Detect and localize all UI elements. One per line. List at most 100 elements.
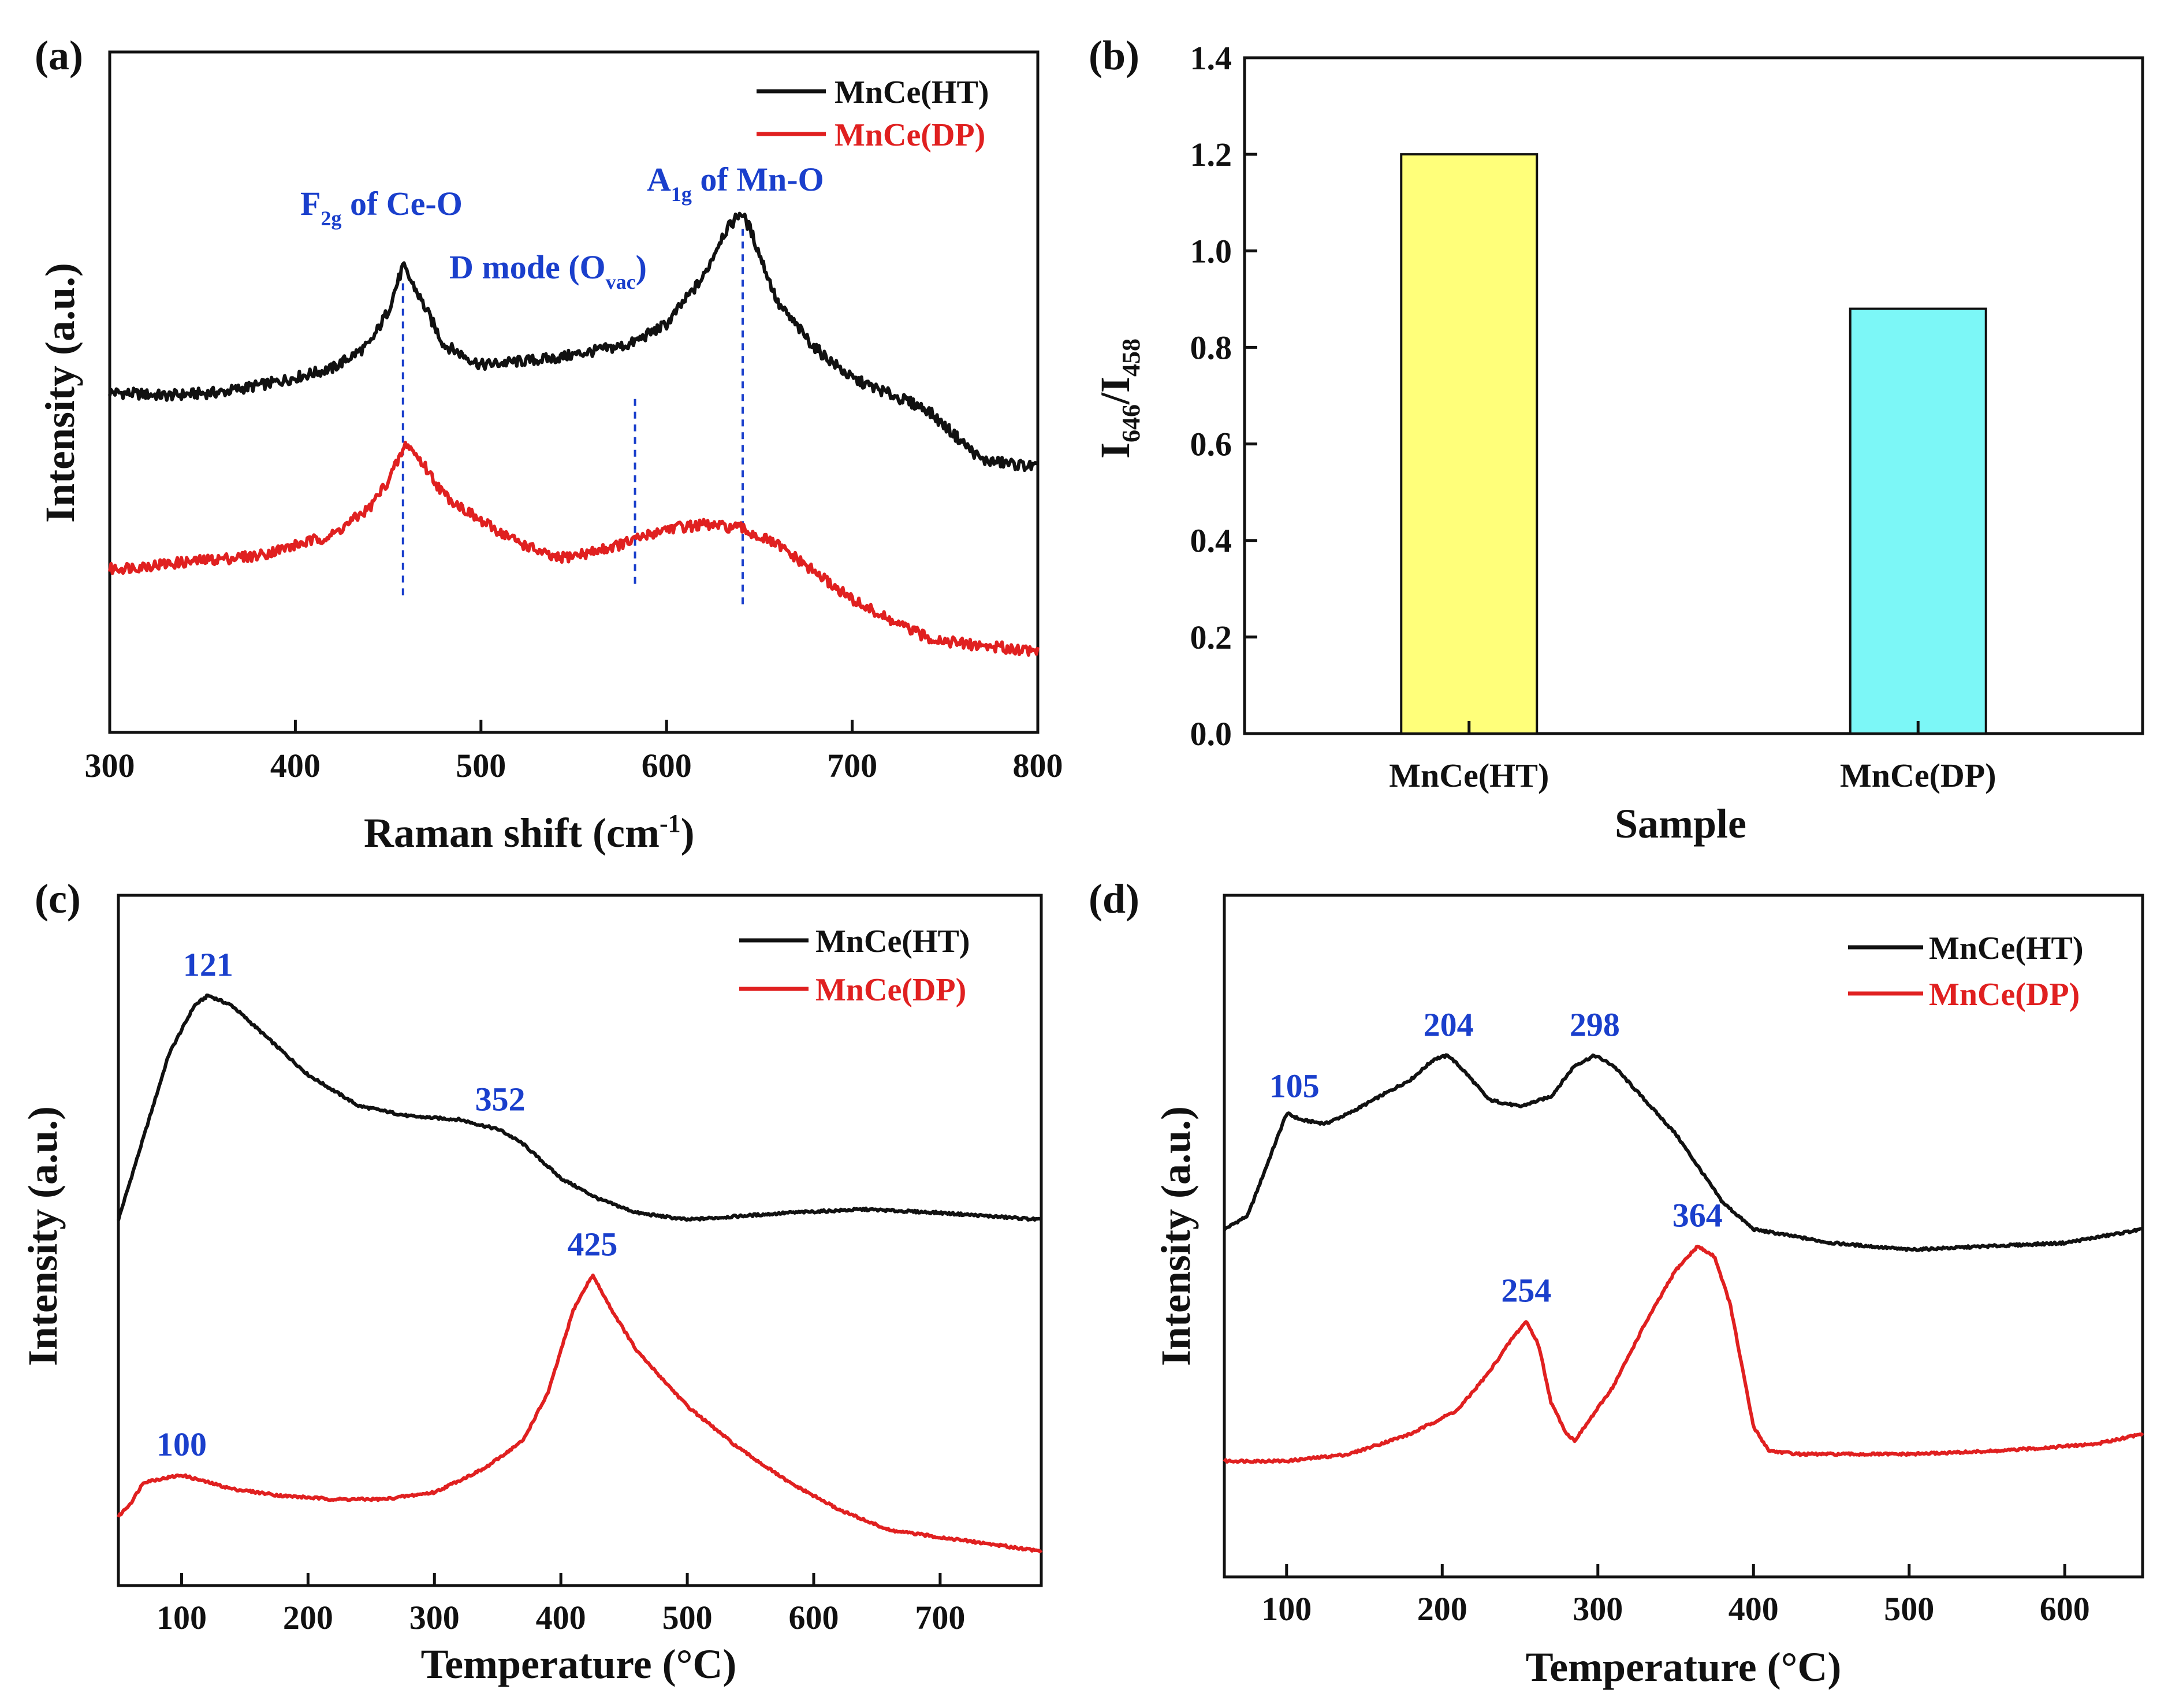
legend-label-mnce-dp: MnCe(DP) (835, 117, 985, 153)
x-tick-label: 600 (788, 1599, 839, 1636)
legend-label-mnce-dp: MnCe(DP) (815, 972, 966, 1008)
panel-a-xlabel-main: Raman shift (cm (364, 810, 660, 856)
panel-d-peak-labels: 105 204 298 254 364 (1269, 1006, 1723, 1309)
annotation-dmode-close: ) (636, 248, 647, 286)
annotation-a1g-mn-o: A1g of Mn-O (647, 161, 824, 206)
peak-label: 364 (1672, 1197, 1723, 1234)
panel-b-y-axis-label: I646/I458 (1092, 338, 1145, 459)
panel-b-ylabel-sub2: 458 (1117, 338, 1145, 377)
panel-b-ylabel-sub1: 646 (1117, 404, 1145, 442)
panel-d-legend: MnCe(HT) MnCe(DP) (1848, 931, 2084, 1013)
y-tick-label: 1.2 (1190, 136, 1232, 173)
series-line-MnCe(DP) (108, 441, 1040, 657)
annotation-a1g-sub: 1g (671, 183, 692, 206)
x-tick-label: MnCe(HT) (1389, 757, 1549, 794)
x-tick-label: 800 (1013, 747, 1063, 784)
panel-c-y-axis-label: Intensity (a.u.) (20, 1106, 66, 1366)
y-tick-label: 0.4 (1190, 522, 1232, 560)
panel-b-bar: (b) 0.00.20.40.60.81.01.21.4 MnCe(HT) MnC… (1089, 32, 2144, 847)
panel-a-guide-lines (401, 229, 744, 610)
series-line-MnCe(DP) (117, 1273, 1043, 1554)
peak-label: 100 (157, 1426, 207, 1463)
panel-a-xlabel-close: ) (681, 810, 695, 856)
series-line-MnCe(HT) (117, 993, 1042, 1222)
x-tick-label: 500 (456, 747, 506, 784)
panel-a-raman: (a) 300 400 500 600 700 800 MnCe(HT) MnCe(DP)… (35, 32, 1063, 856)
panel-c-series (117, 993, 1043, 1554)
x-tick-label: 600 (642, 747, 692, 784)
x-tick-label: 100 (1261, 1590, 1312, 1628)
annotation-f2g-ce-o: F2g of Ce-O (300, 185, 463, 230)
panel-a-x-ticks: 300 400 500 600 700 800 (85, 720, 1063, 784)
y-tick-label: 0.0 (1190, 715, 1232, 753)
x-tick-label: 500 (1884, 1590, 1934, 1628)
panel-d-x-ticks: 100 200 300 400 500 600 (1261, 1564, 2090, 1628)
panel-d-x-axis-label: Temperature (°C) (1526, 1644, 1842, 1690)
panel-d-tpd: (d) 100 200 300 400 500 600 105 204 298 254 364 M… (1089, 876, 2144, 1690)
panel-a-y-axis-label: Intensity (a.u.) (37, 263, 83, 523)
x-tick-label: 100 (157, 1599, 207, 1636)
annotation-f2g-sub: 2g (321, 207, 341, 230)
panel-b-ylabel-main: I (1092, 442, 1138, 459)
panel-a-plot-frame (108, 50, 1040, 734)
panel-b-x-axis-label: Sample (1615, 801, 1746, 847)
annotation-dmode-main: D mode (O (449, 248, 606, 286)
panel-b-plot-frame (1243, 56, 2144, 735)
legend-label-mnce-ht: MnCe(HT) (815, 924, 970, 959)
y-tick-label: 1.4 (1190, 39, 1232, 77)
peak-label: 298 (1570, 1006, 1620, 1043)
y-tick-label: 0.2 (1190, 619, 1232, 656)
panel-d-series (1223, 1053, 2144, 1464)
series-line-MnCe(HT) (108, 211, 1040, 472)
panel-c-tpr: (c) 100 200 300 400 500 600 700 121 352 100 425 M… (20, 876, 1043, 1687)
annotation-dmode-sub: vac (606, 270, 636, 293)
x-tick-label: 400 (536, 1599, 586, 1636)
series-line-MnCe(DP) (1223, 1244, 2144, 1464)
x-tick-label: 300 (409, 1599, 460, 1636)
panel-c-x-axis-label: Temperature (°C) (421, 1641, 737, 1687)
panel-a-letter: (a) (35, 32, 83, 79)
x-tick-label: 500 (662, 1599, 713, 1636)
peak-label: 204 (1424, 1006, 1474, 1043)
annotation-f2g-rest: of Ce-O (341, 185, 462, 222)
panel-b-letter: (b) (1089, 32, 1139, 79)
panel-a-xlabel-sup: -1 (660, 809, 681, 838)
y-tick-label: 0.6 (1190, 426, 1232, 463)
series-line-MnCe(HT) (1223, 1053, 2144, 1252)
panel-b-bars: MnCe(HT) MnCe(DP) (1389, 153, 1996, 794)
panel-b-ylabel-slash: /I (1092, 377, 1138, 405)
bar-MnCe(DP) (1849, 307, 1987, 735)
x-tick-label: 300 (1573, 1590, 1623, 1628)
y-tick-label: 1.0 (1190, 232, 1232, 270)
panel-c-peak-labels: 121 352 100 425 (157, 946, 617, 1463)
legend-label-mnce-dp: MnCe(DP) (1929, 977, 2080, 1013)
peak-label: 121 (183, 946, 233, 983)
legend-label-mnce-ht: MnCe(HT) (835, 75, 989, 110)
panel-b-y-ticks: 0.0 0.2 0.4 0.6 0.8 1.0 1.2 1.4 (1190, 39, 1257, 753)
panel-c-plot-frame (117, 894, 1043, 1587)
x-tick-label: 400 (1729, 1590, 1779, 1628)
x-tick-label: 200 (283, 1599, 333, 1636)
legend-label-mnce-ht: MnCe(HT) (1929, 931, 2084, 966)
peak-label: 425 (567, 1225, 617, 1263)
x-tick-label: 700 (827, 747, 877, 784)
x-tick-label: 300 (85, 747, 135, 784)
x-tick-label: 700 (915, 1599, 965, 1636)
x-tick-label: 600 (2040, 1590, 2090, 1628)
peak-label: 254 (1501, 1272, 1551, 1309)
annotation-d-mode: D mode (Ovac) (449, 248, 647, 293)
panel-c-letter: (c) (35, 876, 81, 922)
x-tick-label: 200 (1417, 1590, 1467, 1628)
annotation-a1g-rest: of Mn-O (692, 161, 824, 198)
peak-label: 352 (475, 1080, 526, 1118)
panel-d-plot-frame (1223, 894, 2144, 1579)
x-tick-label: MnCe(DP) (1840, 757, 1996, 794)
x-tick-label: 400 (270, 747, 321, 784)
panel-d-y-axis-label: Intensity (a.u.) (1153, 1106, 1199, 1366)
panel-a-legend: MnCe(HT) MnCe(DP) (757, 75, 989, 153)
y-tick-label: 0.8 (1190, 329, 1232, 366)
panel-a-x-axis-label: Raman shift (cm-1) (364, 809, 695, 856)
annotation-a1g-main: A (647, 161, 671, 198)
panel-c-legend: MnCe(HT) MnCe(DP) (739, 924, 970, 1008)
